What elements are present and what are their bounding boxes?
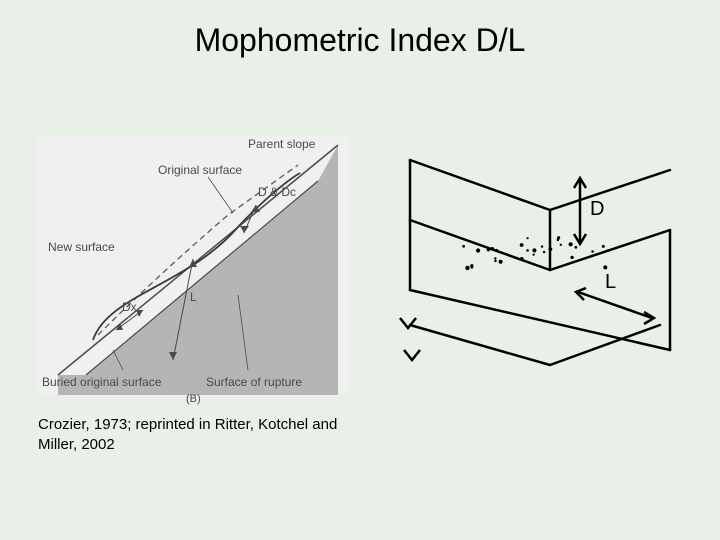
lbl-l: L [190,290,197,304]
debris-dot [476,248,480,252]
debris-dot [495,249,498,252]
ptr-origsurf [208,177,233,213]
debris-dot [487,248,490,251]
l-arrow-line [578,292,652,318]
right-sketch-svg: D L [390,150,690,370]
debris-dot [527,237,529,239]
sketch-edge [410,220,550,270]
debris-dot [520,257,524,261]
l-label: L [605,271,616,293]
d-label: D [590,198,604,220]
debris-dot [471,266,474,269]
lbl-panel-b: (B) [186,393,201,405]
debris-dot [526,249,529,252]
lbl-original-surface: Original surface [158,163,242,177]
sketch-edge [550,170,670,210]
debris-dot [549,247,553,251]
debris-dot [575,246,578,249]
right-sketch: D L [390,150,690,370]
citation-text: Crozier, 1973; reprinted in Ritter, Kotc… [38,415,348,454]
slope-fill [58,145,338,395]
debris-dot [569,242,573,246]
lbl-d-dc: D & Dc [258,185,296,199]
debris-dot [491,247,495,251]
debris-dot [557,239,560,242]
debris-dot [570,256,573,259]
debris-dot [533,254,535,256]
debris-dot [532,248,536,252]
debris-dot [499,260,503,264]
sketch-edge [410,160,550,210]
page-title: Mophometric Index D/L [0,0,720,59]
sketch-edge [410,290,670,350]
lbl-new-surface: New surface [48,240,115,254]
debris-dot [603,265,607,269]
debris-dot [543,251,545,253]
debris-dot [591,250,594,253]
debris-dot [465,266,469,270]
lbl-buried: Buried original surface [42,375,161,389]
dx-a2 [136,310,143,317]
debris-dot [494,260,496,262]
axis-tick-1 [404,350,420,360]
debris-dot [494,257,496,259]
debris-dot [602,245,605,248]
lbl-parent-slope: Parent slope [248,137,315,151]
debris-dot [607,249,610,252]
sketch-edge [550,230,670,270]
debris-dot [560,244,562,246]
debris-dot [462,245,465,248]
debris-dot [520,243,524,247]
left-diagram: Parent slope Original surface D & Dc New… [38,135,348,395]
ddc-a2 [240,226,249,233]
sketch-edge [410,325,550,365]
lbl-rupture: Surface of rupture [206,375,302,389]
lbl-dx: Dx [122,300,137,314]
debris-dot [541,245,543,247]
sketch-lines [410,160,670,365]
